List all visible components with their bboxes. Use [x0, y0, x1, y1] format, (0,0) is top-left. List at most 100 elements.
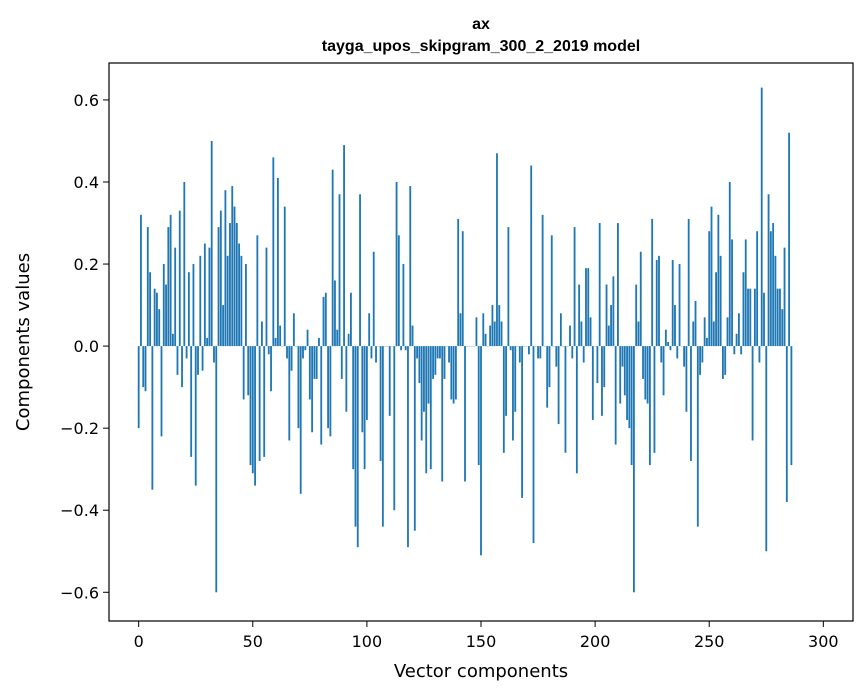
bar-75 — [308, 346, 311, 400]
bar-117 — [404, 346, 407, 351]
bar-281 — [779, 288, 781, 347]
bar-180 — [548, 346, 551, 388]
bar-114 — [397, 235, 400, 347]
bar-60 — [274, 337, 277, 347]
bar-78 — [315, 346, 318, 379]
bar-227 — [655, 259, 658, 347]
bar-89 — [340, 346, 343, 379]
bar-134 — [443, 346, 446, 379]
bar-259 — [728, 181, 731, 347]
bar-279 — [774, 255, 777, 347]
bar-284 — [785, 346, 788, 503]
bar-120 — [411, 325, 414, 347]
bar-107 — [381, 346, 384, 527]
bar-151 — [482, 313, 485, 347]
bar-7 — [153, 288, 156, 347]
bar-201 — [596, 346, 599, 384]
bar-221 — [642, 346, 644, 379]
bar-130 — [434, 346, 437, 375]
bars-group — [137, 87, 793, 593]
bar-64 — [283, 206, 286, 347]
bar-32 — [210, 140, 213, 347]
bar-194 — [580, 321, 583, 347]
bar-81 — [322, 296, 325, 347]
bar-34 — [215, 346, 218, 593]
y-tick-label-0: −0.6 — [60, 583, 99, 602]
bar-225 — [651, 218, 654, 347]
bar-137 — [450, 346, 453, 400]
bar-86 — [334, 280, 336, 347]
bar-46 — [242, 346, 245, 400]
bar-19 — [181, 346, 183, 388]
bar-253 — [715, 272, 717, 347]
bar-237 — [678, 264, 681, 347]
bar-269 — [751, 346, 754, 441]
bar-181 — [550, 235, 553, 347]
bar-173 — [532, 346, 535, 544]
bar-1 — [140, 214, 142, 347]
bar-131 — [436, 346, 439, 359]
x-tick-label-2: 100 — [352, 632, 383, 651]
bar-73 — [304, 346, 307, 351]
bar-27 — [199, 255, 202, 347]
bar-176 — [539, 346, 542, 359]
bar-277 — [769, 231, 772, 347]
bar-251 — [710, 206, 713, 347]
bar-271 — [756, 231, 759, 347]
bar-119 — [409, 186, 412, 347]
bar-190 — [571, 346, 574, 359]
bar-113 — [395, 181, 398, 347]
x-tick-label-6: 300 — [808, 632, 839, 651]
bar-202 — [598, 223, 601, 347]
bar-192 — [575, 346, 578, 474]
bar-74 — [306, 329, 309, 347]
bar-189 — [569, 325, 571, 347]
y-axis-ticks: −0.6 −0.4 −0.2 0.0 0.2 0.4 0.6 — [60, 91, 109, 602]
bar-223 — [646, 346, 649, 404]
bar-286 — [790, 346, 793, 466]
bar-44 — [238, 243, 240, 347]
bar-40 — [229, 223, 231, 347]
bar-41 — [231, 186, 234, 347]
bar-193 — [578, 284, 581, 347]
bar-216 — [630, 346, 633, 466]
bar-23 — [190, 346, 193, 457]
bar-155 — [491, 305, 494, 347]
bar-48 — [247, 346, 250, 396]
bar-85 — [331, 169, 334, 347]
bar-56 — [265, 247, 268, 347]
bar-197 — [587, 268, 590, 347]
bar-100 — [365, 346, 368, 420]
bar-148 — [475, 317, 478, 347]
bar-203 — [601, 346, 603, 416]
bar-261 — [733, 346, 736, 355]
bar-83 — [327, 346, 330, 429]
bar-268 — [749, 288, 752, 347]
bar-210 — [617, 223, 619, 347]
x-tick-label-4: 200 — [580, 632, 611, 651]
bar-247 — [701, 346, 704, 363]
bar-98 — [361, 346, 364, 433]
bar-47 — [245, 264, 247, 347]
bar-37 — [222, 305, 225, 347]
bar-150 — [480, 346, 482, 556]
bar-0 — [137, 346, 140, 429]
bar-264 — [740, 346, 743, 355]
bar-91 — [345, 346, 348, 412]
bar-252 — [712, 321, 715, 347]
bar-90 — [343, 145, 345, 347]
x-tick-label-1: 50 — [243, 632, 263, 651]
bar-207 — [610, 305, 612, 347]
bar-228 — [658, 255, 660, 347]
bar-61 — [276, 177, 279, 347]
bar-244 — [694, 300, 697, 347]
bar-177 — [541, 214, 544, 347]
bar-254 — [717, 214, 720, 347]
bar-116 — [402, 264, 405, 347]
y-tick-label-1: −0.4 — [60, 501, 99, 520]
bar-124 — [420, 346, 423, 441]
bar-72 — [302, 346, 304, 359]
bar-156 — [493, 321, 496, 347]
bar-139 — [454, 346, 457, 400]
bar-26 — [197, 346, 199, 375]
